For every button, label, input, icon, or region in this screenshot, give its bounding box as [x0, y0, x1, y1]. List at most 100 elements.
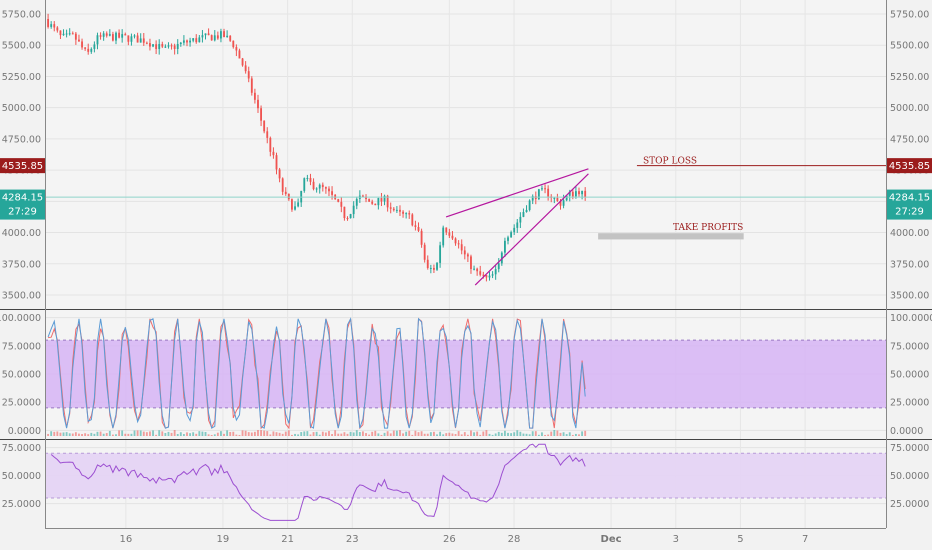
volume-bar	[365, 433, 367, 436]
candle-body	[321, 184, 324, 188]
volume-bar	[321, 431, 324, 436]
volume-bar	[84, 433, 87, 436]
candle-body	[402, 211, 404, 214]
candle-body	[476, 268, 479, 272]
candle-body	[522, 212, 525, 217]
volume-bar	[152, 430, 154, 436]
volume-bar	[494, 433, 497, 436]
candle-body	[429, 267, 432, 269]
candle-body	[118, 32, 121, 38]
candle-body	[50, 24, 53, 27]
volume-bar	[87, 434, 90, 436]
candle-body	[442, 227, 445, 246]
candle-body	[439, 245, 442, 263]
volume-bar	[281, 433, 284, 436]
candle-body	[78, 39, 80, 42]
volume-bar	[216, 432, 219, 436]
y-tick-label: 50.0000	[2, 370, 41, 381]
volume-bar	[232, 431, 235, 436]
volume-bar	[263, 430, 266, 436]
time-axis[interactable]: 16 19 21 23 26 28 Dec 3 5 7	[119, 534, 808, 545]
y-tick-label: 25.0000	[2, 398, 41, 409]
x-tick-label: 19	[217, 534, 230, 545]
volume-bar	[371, 431, 374, 436]
y-tick-label: 75.0000	[890, 443, 929, 454]
volume-bar	[541, 432, 543, 436]
volume-bar	[102, 433, 105, 436]
candle-body	[556, 197, 559, 201]
stop-loss-price-right: 4535.85	[889, 161, 930, 172]
volume-bar	[519, 431, 522, 436]
countdown-left: 27:29	[8, 207, 37, 218]
price-panel[interactable]	[45, 0, 886, 309]
rsi-series	[50, 443, 586, 521]
volume-bar	[220, 431, 222, 436]
volume-bar	[127, 433, 130, 436]
annotations	[45, 165, 886, 286]
volume-bar	[133, 430, 136, 436]
candle-body	[503, 240, 506, 253]
candle-body	[392, 208, 395, 211]
y-tick-label: 100.0000	[890, 313, 932, 324]
volume-bar	[210, 434, 213, 436]
volume-bar	[74, 432, 77, 436]
volume-bar	[358, 431, 361, 436]
candle-body	[365, 196, 367, 200]
y-tick-label: 0.0000	[8, 426, 41, 437]
candle-body	[269, 137, 272, 152]
volume-bar	[291, 434, 293, 436]
candle-body	[260, 108, 262, 121]
volume-bar	[176, 434, 179, 436]
volume-bar	[164, 432, 167, 436]
stochastic-rsi-series	[47, 317, 586, 430]
candle-body	[516, 222, 519, 228]
volume-bar	[99, 431, 102, 436]
candle-body	[81, 41, 83, 48]
y-tick-label: 50.0000	[890, 370, 929, 381]
volume-bar	[377, 433, 380, 436]
candle-body	[250, 78, 253, 93]
candle-body	[328, 188, 330, 192]
volume-bar	[522, 433, 525, 436]
candle-body	[414, 225, 417, 227]
left-current-price-tag: 4284.15 27:29	[0, 189, 45, 220]
volume-bar	[272, 431, 275, 436]
candle-body	[303, 178, 306, 191]
volume-bar	[399, 430, 401, 436]
candle-body	[355, 198, 358, 206]
candle-body	[581, 190, 584, 195]
volume-bar	[294, 433, 296, 436]
candle-body	[463, 250, 466, 255]
volume-bar	[278, 432, 281, 436]
take-profits-zone	[598, 233, 744, 240]
candle-body	[315, 188, 318, 190]
candle-body	[90, 48, 93, 52]
volume-bar	[479, 434, 482, 436]
volume-bar	[269, 434, 272, 436]
volume-bar	[315, 431, 318, 436]
volume-bar	[454, 434, 457, 436]
volume-bar	[346, 433, 349, 436]
candle-body	[152, 44, 154, 47]
volume-bar	[275, 432, 278, 436]
volume-bar	[56, 431, 59, 436]
volume-bar	[337, 433, 340, 436]
candle-body	[473, 268, 475, 270]
candle-body	[383, 195, 386, 202]
volume-bar	[170, 432, 173, 436]
candlestick-series[interactable]	[47, 13, 587, 282]
candle-body	[460, 244, 463, 251]
rsi-line	[50, 443, 586, 521]
candle-body	[470, 256, 472, 270]
candle-body	[207, 33, 210, 36]
candle-body	[559, 200, 562, 206]
candle-body	[226, 35, 229, 37]
candle-body	[108, 34, 111, 36]
volume-bar	[253, 431, 256, 436]
take-profits-annotation: TAKE PROFITS	[673, 223, 743, 233]
volume-bar	[204, 431, 207, 436]
volume-bar	[392, 430, 395, 436]
volume-bar	[426, 433, 429, 436]
candle-body	[510, 232, 513, 238]
